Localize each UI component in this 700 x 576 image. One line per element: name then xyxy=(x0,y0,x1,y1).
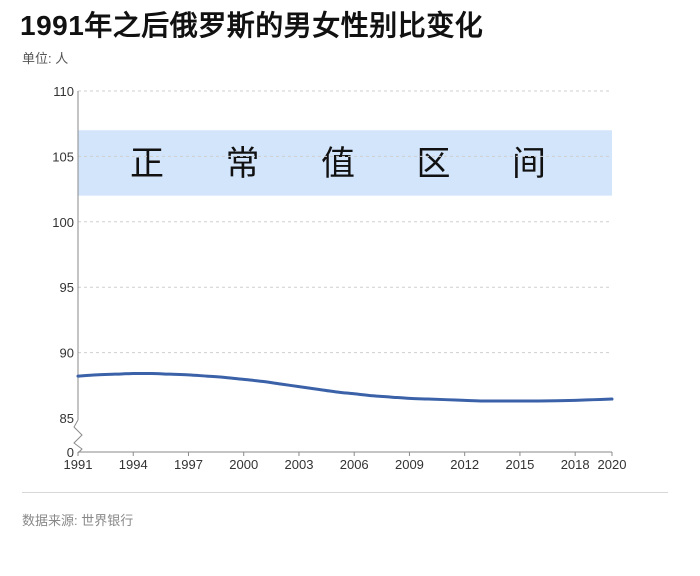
y-tick-label: 95 xyxy=(60,280,74,295)
x-tick-label: 1997 xyxy=(174,457,203,472)
y-axis-break xyxy=(73,419,83,455)
series-layer xyxy=(76,371,614,403)
grid-layer xyxy=(78,90,612,354)
x-tick-label: 2015 xyxy=(505,457,534,472)
chart: 正 常 值 区 间 0 85 90 95 100 105 110 1991 1994 1997 2000 20… xyxy=(52,84,626,472)
page-title: 1991年之后俄罗斯的男女性别比变化 xyxy=(20,10,484,41)
x-tick-label: 2003 xyxy=(285,457,314,472)
normal-range-band xyxy=(78,130,612,196)
x-tick-label: 1994 xyxy=(119,457,148,472)
axis-layer: 0 85 90 95 100 105 110 1991 1994 1997 2000 2003 2006… xyxy=(52,84,626,472)
x-tick-label: 2006 xyxy=(340,457,369,472)
normal-range-band-layer: 正常值区间 xyxy=(78,130,612,196)
x-tick-label: 1991 xyxy=(64,457,93,472)
series-line xyxy=(76,371,614,403)
band-label-char: 区 xyxy=(417,145,451,183)
band-label-char: 值 xyxy=(321,145,355,183)
band-label-char: 正 xyxy=(130,145,164,183)
footer-divider xyxy=(22,492,668,493)
x-tick-label: 2000 xyxy=(229,457,258,472)
band-label-char: 常 xyxy=(226,145,260,183)
y-tick-label: 105 xyxy=(52,149,74,164)
band-label-char: 间 xyxy=(512,145,546,183)
y-tick-label: 90 xyxy=(60,346,74,361)
y-tick-label: 100 xyxy=(52,215,74,230)
y-tick-label: 85 xyxy=(60,411,74,426)
y-tick-label: 110 xyxy=(53,84,74,99)
x-tick-label: 2020 xyxy=(598,457,627,472)
x-tick-label: 2018 xyxy=(561,457,590,472)
x-tick-label: 2012 xyxy=(450,457,479,472)
y-tick-label: 0 xyxy=(67,445,74,460)
x-tick-label: 2009 xyxy=(395,457,424,472)
unit-label: 单位: 人 xyxy=(22,51,69,66)
source-note: 数据来源: 世界银行 xyxy=(22,513,134,528)
